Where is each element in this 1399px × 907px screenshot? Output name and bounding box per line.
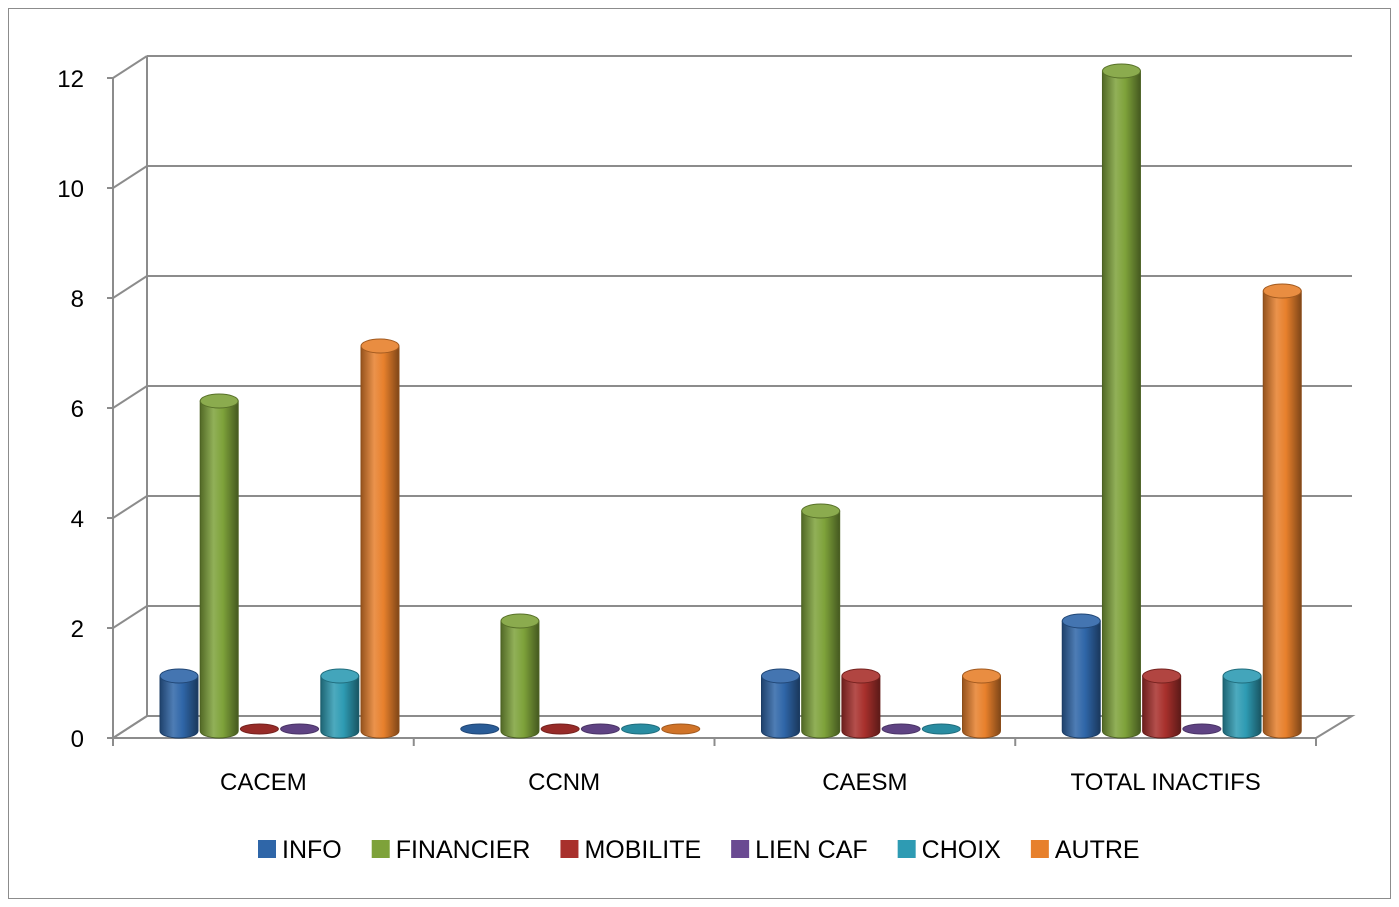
bar-top <box>1101 63 1141 79</box>
bar <box>881 723 921 735</box>
legend-swatch <box>258 840 276 858</box>
legend: INFO FINANCIER MOBILITE LIEN CAF CHOIX AUTRE <box>258 836 1140 864</box>
gridline-depth <box>112 275 148 299</box>
chart-walls <box>109 56 1356 739</box>
bar <box>360 338 400 739</box>
x-category-label: CACEM <box>220 769 307 796</box>
y-axis-ticks: 0 2 4 6 8 10 12 <box>57 66 113 753</box>
bar-body <box>199 400 239 739</box>
bar-body <box>159 675 199 739</box>
bar-top <box>159 668 199 684</box>
legend-label: INFO <box>282 836 342 864</box>
y-tick-label: 0 <box>71 726 84 753</box>
bar-zero <box>280 723 320 735</box>
legend-label: AUTRE <box>1055 836 1140 864</box>
bar-top <box>1262 283 1302 299</box>
bar-zero <box>621 723 661 735</box>
bar <box>1182 723 1222 735</box>
bar <box>1142 668 1182 739</box>
bar <box>921 723 961 735</box>
bar-body <box>841 675 881 739</box>
bar-body <box>320 675 360 739</box>
bar-top <box>1142 668 1182 684</box>
legend-label: FINANCIER <box>396 836 531 864</box>
bar <box>500 613 540 739</box>
bar <box>962 668 1001 739</box>
bar-body <box>360 345 400 739</box>
bar <box>540 723 580 735</box>
y-tick-label: 8 <box>71 286 84 313</box>
bar-top <box>360 338 400 354</box>
bar-top <box>1061 613 1101 629</box>
bar <box>661 723 701 735</box>
bar-body <box>1101 70 1141 739</box>
bar-body <box>1142 675 1182 739</box>
bar <box>761 668 800 739</box>
bar <box>841 668 881 739</box>
gridline-depth <box>112 495 148 519</box>
bar <box>621 723 661 735</box>
bar <box>1101 63 1141 739</box>
bar-body <box>801 510 841 739</box>
bar <box>239 723 279 735</box>
gridline-depth <box>112 385 148 409</box>
bar-zero <box>540 723 580 735</box>
y-tick-label: 10 <box>57 176 84 203</box>
bar-body <box>761 675 800 739</box>
bar-zero <box>239 723 279 735</box>
gridline-depth <box>112 605 148 629</box>
bar-zero <box>881 723 921 735</box>
bar-top <box>801 503 841 519</box>
bar <box>1262 283 1302 739</box>
y-tick-label: 4 <box>71 506 84 533</box>
bar-zero <box>460 723 500 735</box>
gridlines <box>112 55 1352 739</box>
legend-swatch <box>371 840 390 858</box>
y-tick-label: 2 <box>71 616 84 643</box>
bar <box>1222 668 1262 739</box>
bar <box>320 668 360 739</box>
bar-body <box>500 620 540 739</box>
bar <box>280 723 320 735</box>
legend-label: LIEN CAF <box>755 836 868 864</box>
bar-top <box>1222 668 1262 684</box>
legend-swatch <box>560 840 579 858</box>
bar-body <box>1061 620 1101 739</box>
legend-label: CHOIX <box>922 836 1002 864</box>
bar <box>1061 613 1101 739</box>
bar-top <box>761 668 800 684</box>
x-axis-labels: CACEM CCNM CAESM TOTAL INACTIFS <box>220 769 1261 796</box>
bar-zero <box>1182 723 1222 735</box>
bar-top <box>500 613 540 629</box>
bar <box>801 503 841 739</box>
bar-body <box>962 675 1001 739</box>
bar-zero <box>580 723 620 735</box>
bar <box>460 723 500 735</box>
bar <box>580 723 620 735</box>
y-tick-label: 12 <box>57 66 84 93</box>
gridline-depth <box>112 55 148 79</box>
y-tick-label: 6 <box>71 396 84 423</box>
bars <box>159 63 1302 739</box>
bar-zero <box>921 723 961 735</box>
legend-label: MOBILITE <box>584 836 701 864</box>
x-category-label: CAESM <box>822 769 907 796</box>
bar <box>159 668 199 739</box>
bar-top <box>199 393 239 409</box>
gridline-depth <box>112 165 148 189</box>
legend-swatch <box>731 840 750 858</box>
bar-body <box>1262 290 1302 739</box>
bar-top <box>320 668 360 684</box>
x-category-label: TOTAL INACTIFS <box>1071 769 1261 796</box>
gridline-depth <box>112 715 148 739</box>
x-category-label: CCNM <box>528 769 600 796</box>
legend-swatch <box>1030 840 1049 858</box>
bar-top <box>841 668 881 684</box>
bar-zero <box>661 723 701 735</box>
bar-body <box>1222 675 1262 739</box>
bar <box>199 393 239 739</box>
bar-top <box>962 668 1001 684</box>
legend-swatch <box>897 840 916 858</box>
